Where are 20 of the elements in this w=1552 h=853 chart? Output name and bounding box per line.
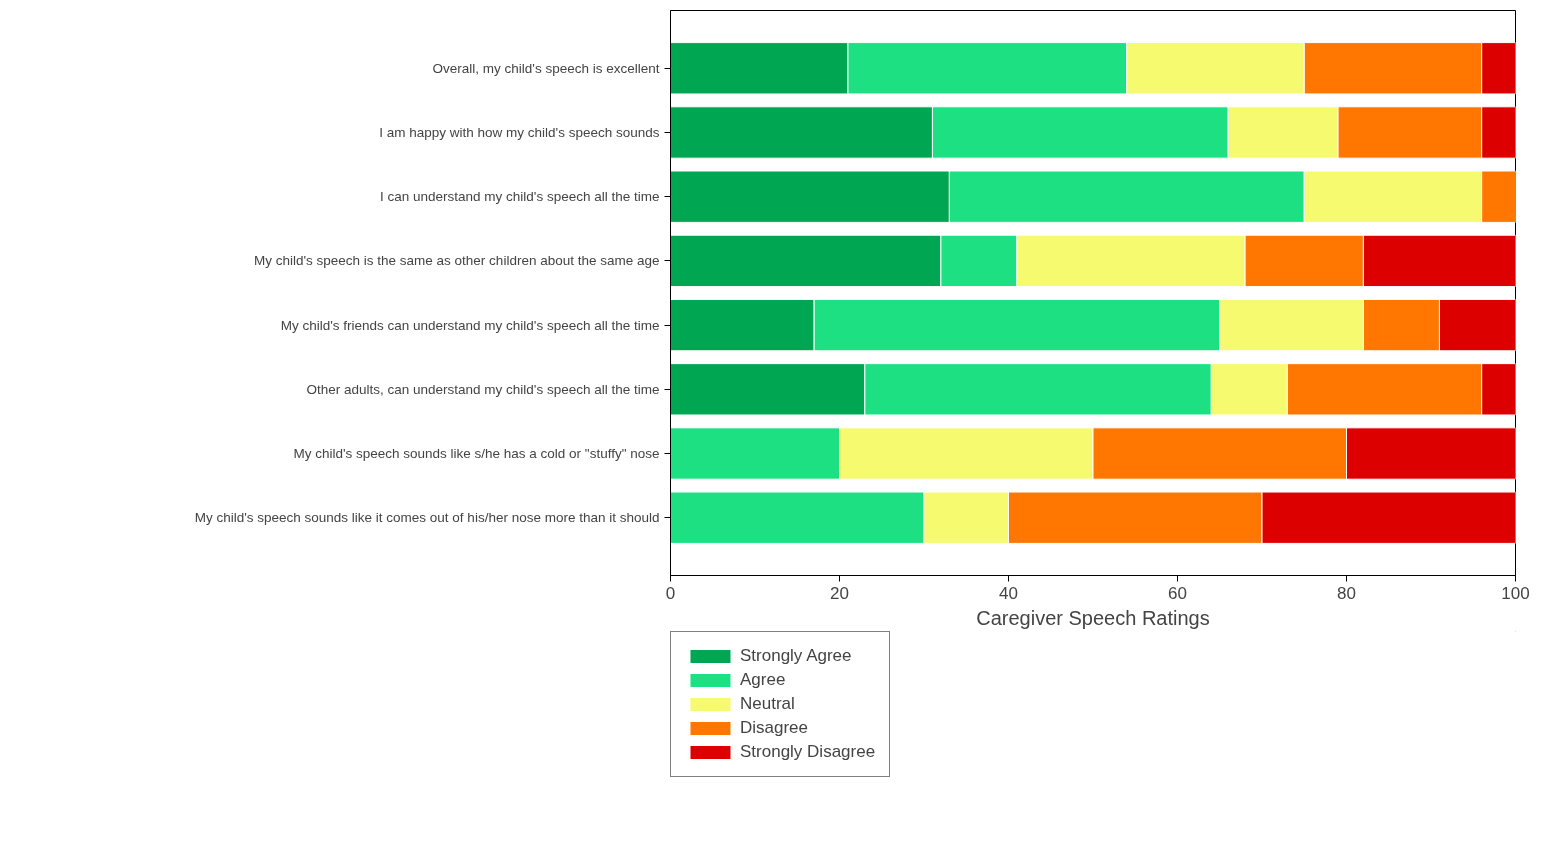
y-tick-label: My child's speech sounds like it comes out of his/her nose more than it should <box>194 510 660 526</box>
y-tick-label: My child's friends can understand my child's speech all the time <box>280 317 660 333</box>
x-tick-label: 100 <box>1501 583 1530 603</box>
legend-label: Strongly Agree <box>740 646 852 666</box>
x-tick-label: 80 <box>1337 583 1356 603</box>
legend-label: Strongly Disagree <box>740 742 876 762</box>
x-tick-label: 0 <box>665 583 676 603</box>
y-tick-label: Overall, my child's speech is excellent <box>432 60 660 76</box>
x-tick-label: 40 <box>999 583 1018 603</box>
legend-label: Disagree <box>740 718 809 738</box>
y-tick-label: My child's speech sounds like s/he has a cold or "stuffy" nose <box>293 446 660 462</box>
x-axis-title: Caregiver Speech Ratings <box>976 606 1210 629</box>
y-tick-label: I am happy with how my child's speech sounds <box>379 124 660 140</box>
y-tick-label: I can understand my child's speech all the time <box>380 189 660 205</box>
x-tick-label: 20 <box>830 583 849 603</box>
legend-label: Agree <box>740 670 786 690</box>
x-tick-label: 60 <box>1168 583 1187 603</box>
y-tick-label: My child's speech is the same as other children about the same age <box>253 253 660 269</box>
y-tick-label: Other adults, can understand my child's speech all the time <box>306 381 660 397</box>
legend-label: Neutral <box>740 694 795 714</box>
